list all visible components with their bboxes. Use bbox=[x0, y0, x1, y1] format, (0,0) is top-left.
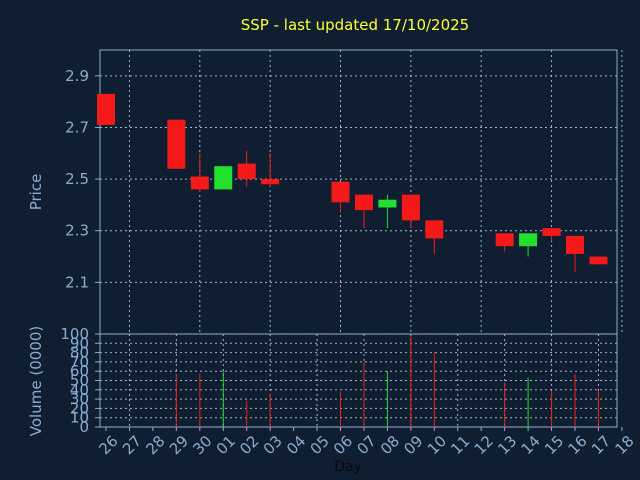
price-plot-frame bbox=[99, 49, 618, 335]
x-tick-label: 18 bbox=[611, 432, 637, 458]
x-tick-label: 07 bbox=[353, 432, 379, 458]
x-tick-label: 30 bbox=[189, 432, 215, 458]
x-tick-label: 10 bbox=[424, 432, 450, 458]
price-axis-label: Price bbox=[27, 174, 45, 211]
candle-body bbox=[167, 119, 186, 169]
x-ticks: 2627282930010203040506070809101112131415… bbox=[96, 427, 638, 458]
x-tick-label: 15 bbox=[541, 432, 567, 458]
x-tick-label: 08 bbox=[377, 432, 403, 458]
x-tick-label: 27 bbox=[119, 432, 145, 458]
volume-tick-label: 10 bbox=[70, 409, 89, 427]
x-tick-label: 06 bbox=[330, 432, 356, 458]
x-tick-label: 17 bbox=[588, 432, 614, 458]
candle-body bbox=[378, 199, 397, 208]
x-tick-label: 13 bbox=[494, 432, 520, 458]
volume-tick-label: 40 bbox=[70, 381, 89, 399]
candle-body bbox=[261, 179, 280, 185]
chart-title: SSP - last updated 17/10/2025 bbox=[241, 16, 469, 34]
volume-tick-label: 20 bbox=[70, 399, 89, 417]
candle-body bbox=[401, 194, 420, 221]
volume-tick-label: 0 bbox=[79, 418, 89, 436]
volume-tick-label: 30 bbox=[70, 390, 89, 408]
x-tick-label: 26 bbox=[96, 432, 122, 458]
price-tick-label: 2.5 bbox=[65, 170, 89, 188]
candle-body bbox=[425, 220, 444, 239]
candles bbox=[97, 93, 608, 273]
x-axis-label: Day bbox=[334, 459, 362, 475]
candle-body bbox=[190, 176, 209, 190]
x-tick-label: 05 bbox=[307, 432, 333, 458]
x-tick-label: 11 bbox=[447, 432, 473, 458]
x-tick-label: 29 bbox=[166, 432, 192, 458]
candle-body bbox=[495, 233, 514, 247]
candle-body bbox=[354, 194, 373, 211]
price-grid bbox=[100, 50, 623, 334]
candle-body bbox=[97, 93, 115, 125]
volume-plot-frame bbox=[99, 333, 618, 428]
volume-tick-label: 60 bbox=[70, 362, 89, 380]
volume-tick-label: 100 bbox=[60, 325, 89, 343]
price-tick-label: 2.1 bbox=[65, 273, 89, 291]
candle-body bbox=[589, 256, 608, 265]
price-panel: 2.1 2.3 2.5 2.7 2.9 Price bbox=[27, 49, 623, 335]
volume-grid bbox=[100, 333, 617, 428]
price-tick-label: 2.3 bbox=[65, 222, 89, 240]
volume-axis-label: Volume (0000) bbox=[27, 326, 45, 436]
x-tick-label: 03 bbox=[260, 432, 286, 458]
candle-body bbox=[519, 233, 538, 247]
x-tick-label: 28 bbox=[142, 432, 168, 458]
volume-bars bbox=[175, 335, 599, 427]
x-tick-label: 01 bbox=[213, 432, 239, 458]
x-tick-label: 14 bbox=[518, 432, 544, 458]
volume-tick-label: 90 bbox=[70, 334, 89, 352]
volume-tick-label: 70 bbox=[70, 353, 89, 371]
volume-tick-label: 80 bbox=[70, 344, 89, 362]
candle-body bbox=[214, 166, 233, 190]
price-y-ticks: 2.1 2.3 2.5 2.7 2.9 bbox=[65, 67, 100, 291]
price-tick-label: 2.9 bbox=[65, 67, 89, 85]
candle-body bbox=[237, 163, 256, 180]
x-tick-label: 12 bbox=[471, 432, 497, 458]
x-tick-label: 16 bbox=[565, 432, 591, 458]
price-tick-label: 2.7 bbox=[65, 118, 89, 136]
x-tick-label: 04 bbox=[283, 432, 309, 458]
volume-tick-label: 50 bbox=[70, 372, 89, 390]
x-tick-label: 02 bbox=[236, 432, 262, 458]
candle-body bbox=[331, 181, 350, 203]
candle-body bbox=[566, 235, 584, 254]
x-tick-label: 09 bbox=[400, 432, 426, 458]
candle-body bbox=[542, 228, 561, 236]
